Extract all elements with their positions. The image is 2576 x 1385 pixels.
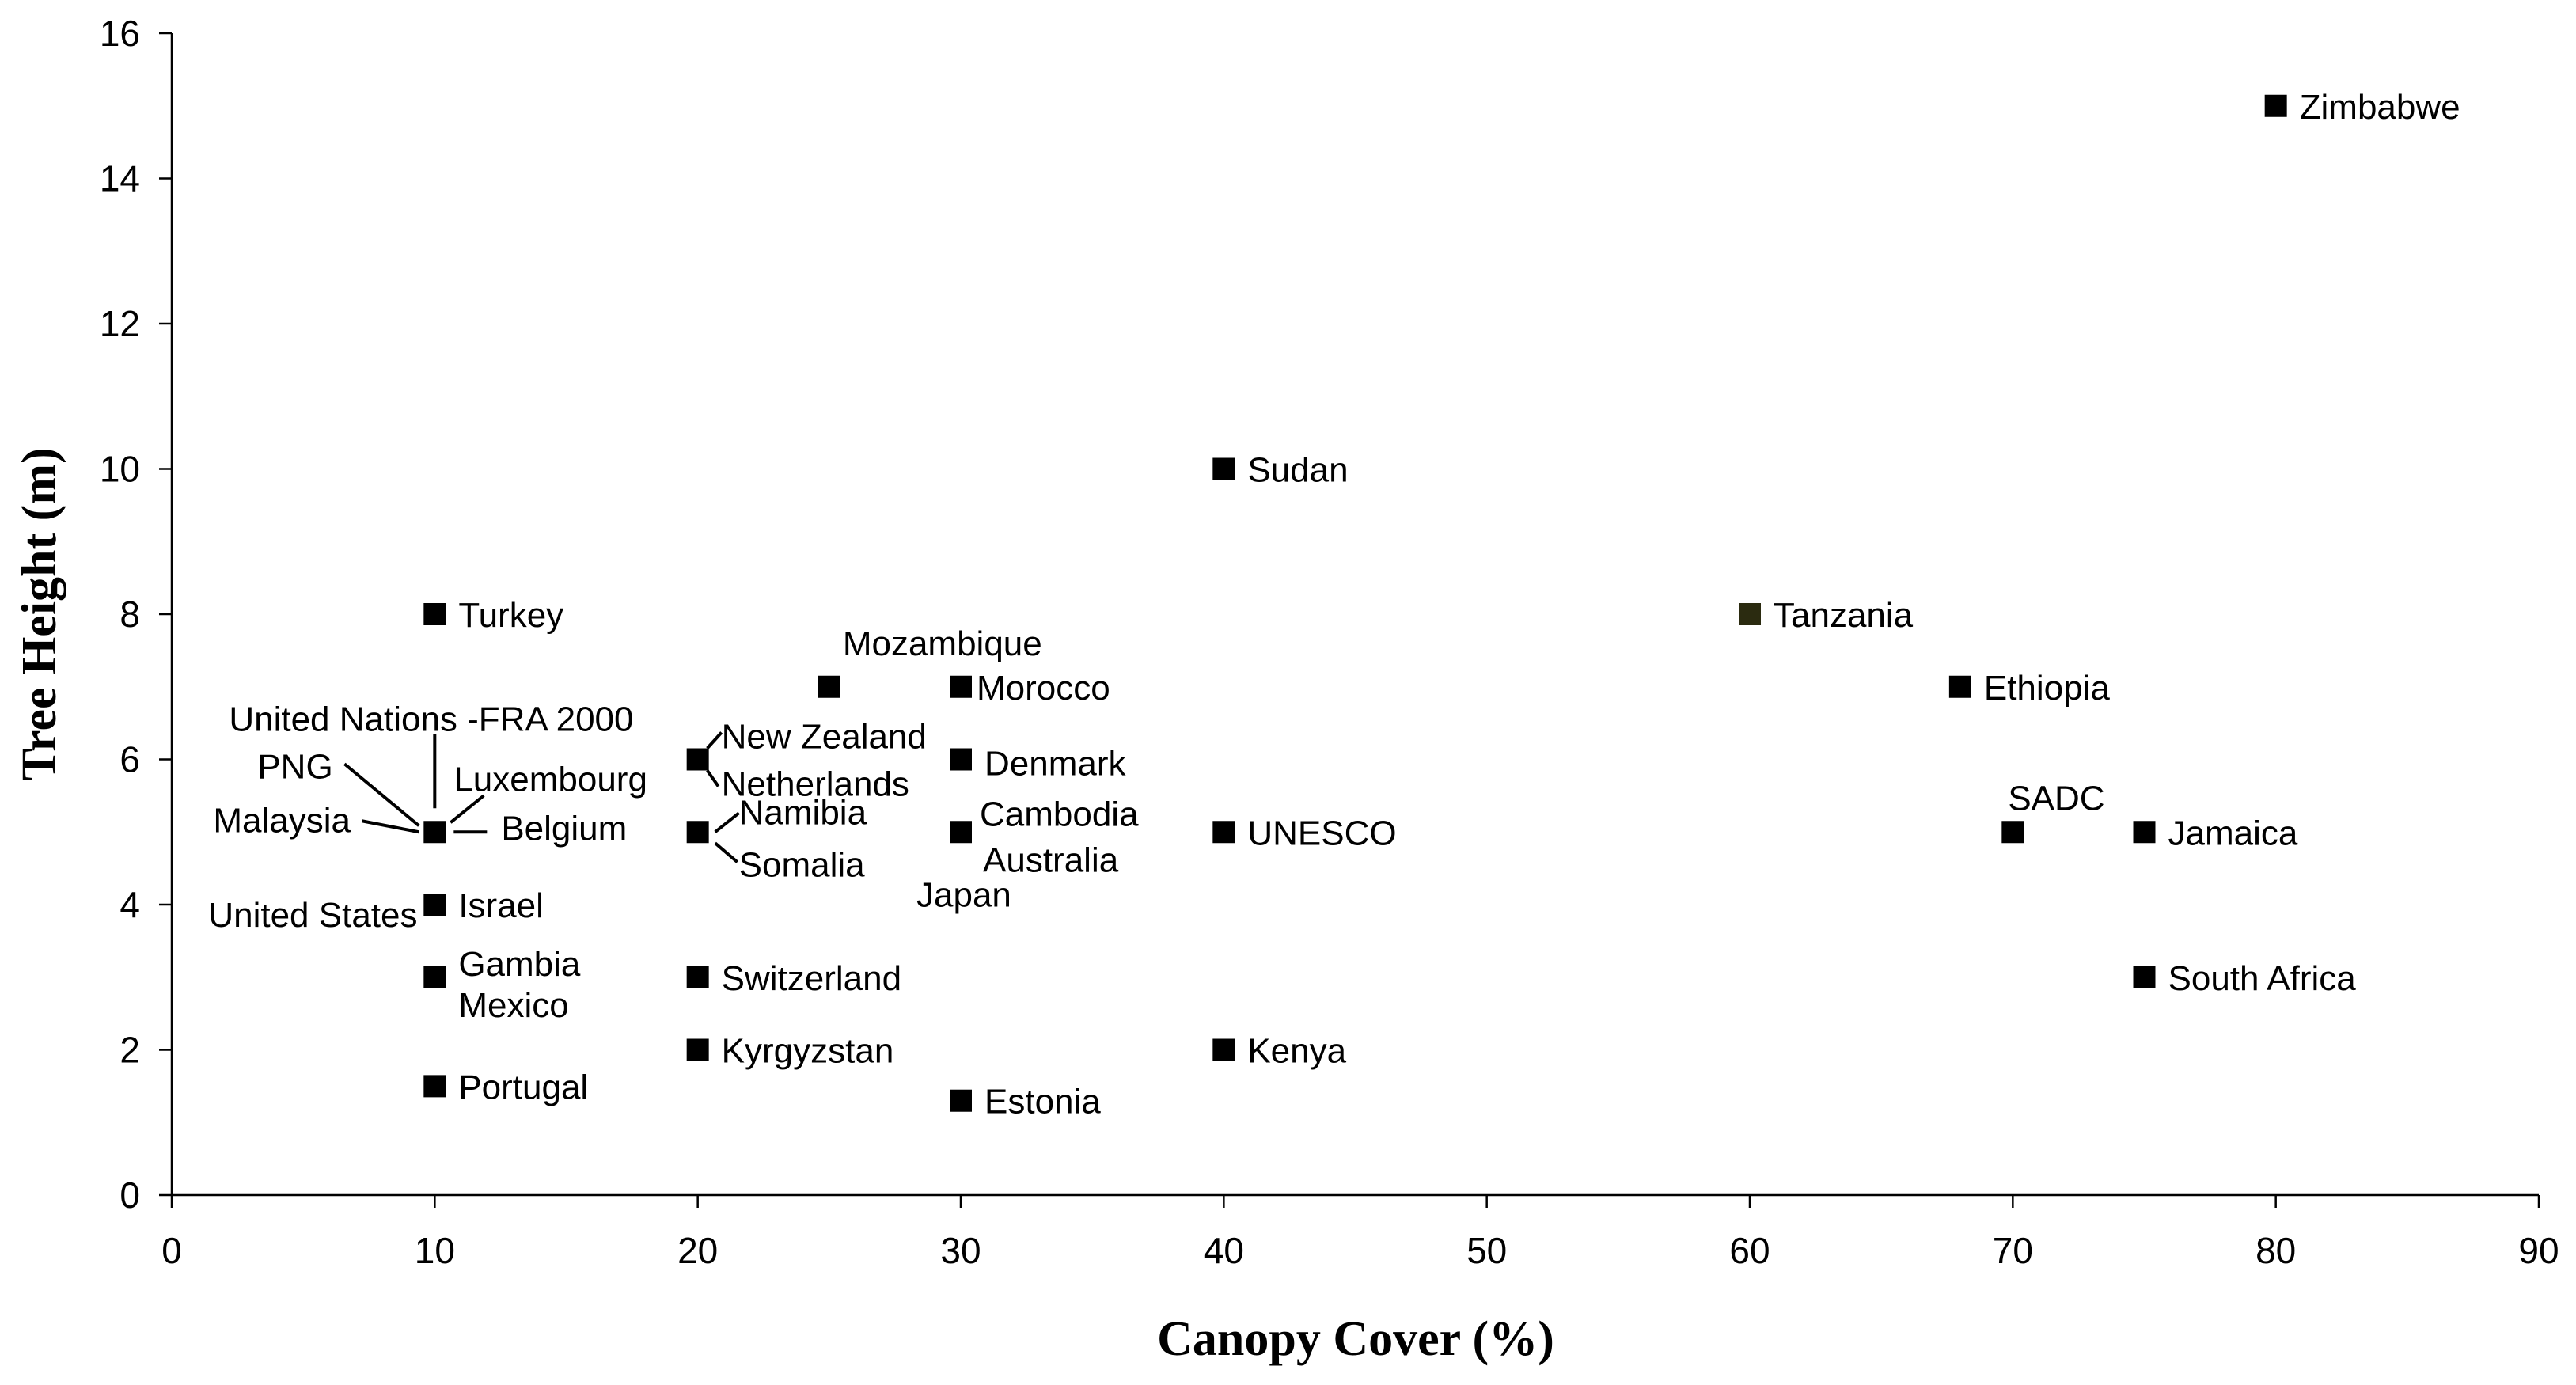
marker-unesco [1212,821,1235,844]
marker-jamaica [2133,821,2156,844]
x-tick-label: 80 [2255,1230,2296,1271]
label-kenya: Kenya [1247,1032,1346,1071]
marker-cambodia [950,821,972,844]
label-namibia: Namibia [739,793,867,832]
marker-sadc [2001,821,2024,844]
marker-kyrgyzstan [686,1038,709,1061]
label-japan: Japan [916,875,1011,914]
x-tick-label: 60 [1729,1230,1770,1271]
leader-line-new-zealand [706,731,723,749]
label-kyrgyzstan: Kyrgyzstan [722,1032,894,1071]
label-luxembourg: Luxembourg [453,760,647,799]
label-united-nations-fra-2000: United Nations -FRA 2000 [229,700,633,738]
marker-morocco [950,675,972,698]
label-cambodia: Cambodia [980,795,1139,833]
label-estonia: Estonia [984,1083,1101,1121]
marker-united-nations-fra-2000 [423,821,446,844]
label-belgium: Belgium [501,809,627,848]
label-zimbabwe: Zimbabwe [2300,88,2460,127]
marker-south-africa [2133,966,2156,988]
marker-sudan [1212,457,1235,480]
leader-line-somalia [714,841,738,863]
x-tick-label: 10 [415,1230,455,1271]
marker-new-zealand [686,748,709,771]
y-tick-label: 14 [100,158,140,199]
y-axis-title: Tree Height (m) [13,447,66,780]
marker-zimbabwe [2264,94,2287,117]
marker-mozambique [818,675,840,698]
leader-line-png [343,762,420,827]
label-portugal: Portugal [458,1068,588,1106]
y-tick-label: 2 [120,1030,140,1071]
label-morocco: Morocco [977,669,1110,708]
x-tick-label: 0 [161,1230,182,1271]
label-tanzania: Tanzania [1774,596,1914,635]
y-tick-label: 6 [120,739,140,780]
y-tick-label: 12 [100,303,140,344]
x-tick-label: 30 [940,1230,981,1271]
label-jamaica: Jamaica [2168,814,2298,852]
label-mexico: Mexico [458,986,568,1025]
marker-tanzania [1739,603,1761,625]
marker-switzerland [686,966,709,988]
label-new-zealand: New Zealand [722,718,927,757]
label-somalia: Somalia [739,845,865,884]
marker-ethiopia [1948,675,1971,698]
x-tick-label: 40 [1204,1230,1244,1271]
label-denmark: Denmark [984,745,1126,784]
label-malaysia: Malaysia [213,801,351,840]
marker-portugal [423,1075,446,1098]
x-tick-label: 90 [2518,1230,2559,1271]
label-gambia: Gambia [458,945,581,984]
label-ethiopia: Ethiopia [1984,669,2111,708]
label-unesco: UNESCO [1247,814,1396,852]
marker-estonia [950,1089,972,1112]
data-points [423,94,2287,1112]
label-png: PNG [257,747,332,786]
label-netherlands: Netherlands [722,765,909,804]
y-tick-label: 16 [100,13,140,54]
label-mozambique: Mozambique [843,624,1042,663]
y-tick-label: 8 [120,594,140,635]
marker-namibia [686,821,709,844]
x-axis-title: Canopy Cover (%) [1157,1312,1554,1366]
label-australia: Australia [983,840,1119,879]
leader-line-namibia [714,811,740,833]
y-tick-label: 0 [120,1174,140,1216]
y-tick-label: 10 [100,449,140,490]
x-ticks: 0 10 20 30 40 50 60 70 80 90 [161,1195,2559,1271]
label-israel: Israel [458,886,544,925]
label-turkey: Turkey [458,596,563,635]
marker-denmark [950,748,972,771]
label-switzerland: Switzerland [722,959,901,998]
marker-turkey [423,603,446,625]
leader-line-malaysia [361,819,419,834]
label-south-africa: South Africa [2168,959,2357,998]
leader-lines [343,731,740,863]
x-tick-label: 20 [677,1230,718,1271]
x-tick-label: 50 [1466,1230,1507,1271]
leader-line-netherlands [706,769,720,787]
marker-gambia [423,966,446,988]
y-tick-label: 4 [120,884,140,925]
label-sudan: Sudan [1247,451,1348,490]
label-united-states: United States [208,896,417,935]
y-ticks: 0 2 4 6 8 10 12 14 16 [100,13,172,1216]
marker-kenya [1212,1038,1235,1061]
label-sadc: SADC [2008,779,2104,818]
point-labels: Zimbabwe Sudan Turkey Tanzania Mozambique Mor… [208,88,2460,1121]
marker-united-states [423,894,446,916]
x-tick-label: 70 [1993,1230,2033,1271]
leader-line-luxembourg [450,794,485,824]
